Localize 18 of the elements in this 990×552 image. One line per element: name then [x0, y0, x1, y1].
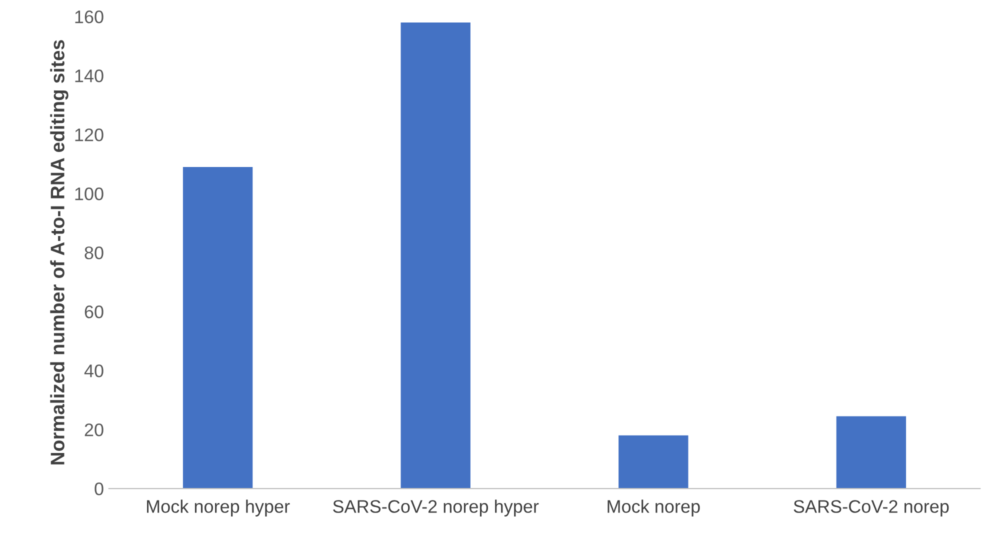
y-tick-label: 100: [75, 187, 104, 200]
y-tick-label: 60: [84, 305, 104, 318]
y-tick-label: 140: [75, 69, 104, 82]
bar: [836, 416, 906, 489]
y-tick-label: 160: [75, 10, 104, 24]
y-tick-label: 120: [75, 128, 104, 142]
x-tick-label: Mock norep: [608, 500, 700, 516]
x-tick-label: SARS-CoV-2 norep hyper: [333, 500, 539, 516]
bar: [400, 22, 470, 489]
y-tick-label: 40: [84, 364, 104, 378]
y-axis-title: Normalized number of A-to-I RNA editing sites: [50, 40, 68, 464]
y-tick-label: 80: [84, 246, 104, 260]
y-tick-label: 20: [84, 423, 104, 436]
bar: [618, 435, 688, 489]
x-tick-label: Mock norep hyper: [147, 500, 290, 516]
bar: [182, 166, 253, 489]
y-tick-label: 0: [94, 482, 104, 496]
x-tick-label: SARS-CoV-2 norep: [794, 500, 949, 516]
